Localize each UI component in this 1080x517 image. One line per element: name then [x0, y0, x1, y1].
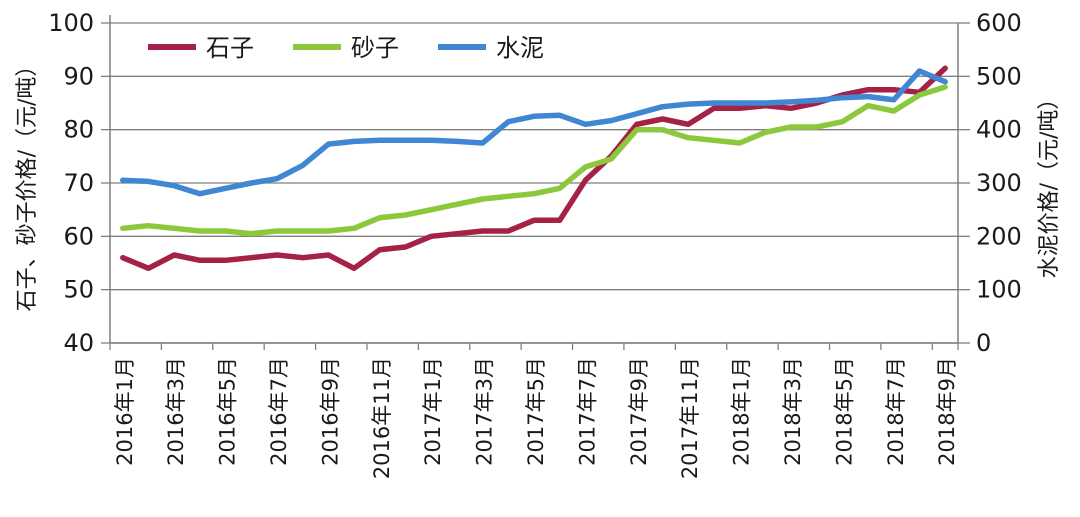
x-axis-tick-label: 2018年9月 [935, 357, 959, 466]
x-axis-tick-label: 2016年5月 [216, 357, 240, 466]
x-axis-tick-label: 2018年5月 [832, 357, 856, 466]
x-axis-tick-label: 2016年3月 [164, 357, 188, 466]
legend-label-水泥: 水泥 [496, 34, 544, 62]
left-axis-tick-label: 70 [63, 169, 94, 197]
x-axis-tick-label: 2017年1月 [421, 357, 445, 466]
left-axis-tick-label: 100 [48, 9, 94, 37]
right-axis-tick-label: 600 [976, 9, 1022, 37]
x-axis-tick-label: 2016年1月 [113, 357, 137, 466]
x-axis-tick-label: 2017年7月 [575, 357, 599, 466]
left-axis-tick-label: 40 [63, 329, 94, 357]
x-axis-tick-label: 2017年3月 [473, 357, 497, 466]
x-axis-tick-label: 2018年1月 [730, 357, 754, 466]
x-axis-tick-label: 2017年11月 [678, 357, 702, 479]
legend-label-石子: 石子 [206, 34, 254, 62]
left-axis-tick-label: 50 [63, 276, 94, 304]
right-axis-tick-label: 100 [976, 276, 1022, 304]
series-line-石子 [120, 65, 948, 272]
left-axis-tick-label: 60 [63, 222, 94, 250]
x-axis-tick-label: 2016年7月 [267, 357, 291, 466]
right-axis-tick-label: 500 [976, 62, 1022, 90]
x-axis-tick-label: 2017年9月 [627, 357, 651, 466]
left-axis-title: 石子、砂子价格/（元/吨） [15, 55, 40, 312]
right-axis-tick-label: 200 [976, 222, 1022, 250]
x-axis-tick-label: 2018年7月 [884, 357, 908, 466]
right-axis-tick-label: 0 [976, 329, 991, 357]
left-axis-tick-label: 90 [63, 62, 94, 90]
x-axis-tick-label: 2018年3月 [781, 357, 805, 466]
left-axis-tick-label: 80 [63, 116, 94, 144]
series-line-水泥 [120, 68, 948, 197]
right-axis-tick-label: 400 [976, 116, 1022, 144]
right-axis-title: 水泥价格/（元/吨） [1037, 88, 1062, 279]
x-axis-tick-label: 2017年5月 [524, 357, 548, 466]
x-axis-tick-label: 2016年11月 [370, 357, 394, 479]
x-axis-tick-label: 2016年9月 [318, 357, 342, 466]
series-line-砂子 [120, 84, 948, 237]
legend-label-砂子: 砂子 [351, 34, 399, 62]
right-axis-tick-label: 300 [976, 169, 1022, 197]
